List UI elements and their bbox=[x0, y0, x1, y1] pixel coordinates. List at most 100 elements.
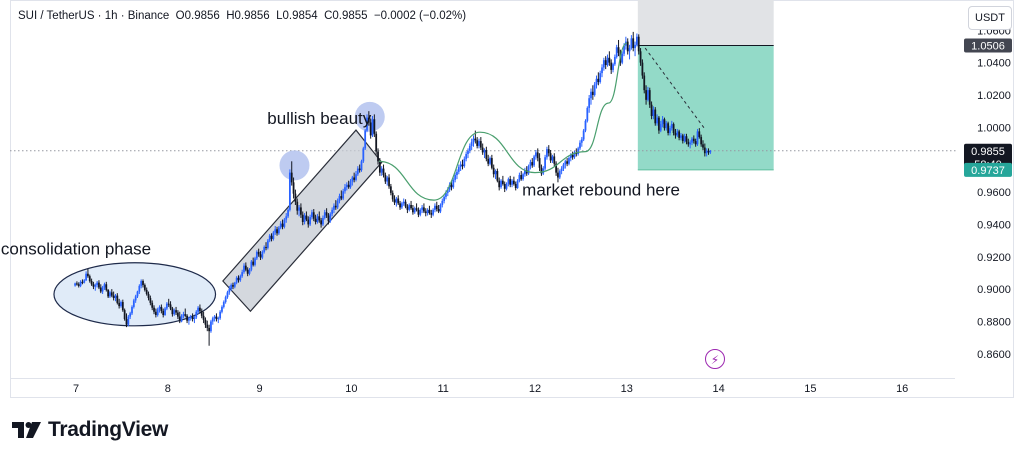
candle-body-8 bbox=[88, 276, 91, 282]
candle-body-213 bbox=[465, 154, 468, 159]
candle-body-203 bbox=[446, 189, 449, 193]
candle-body-275 bbox=[579, 142, 581, 149]
candle-body-7 bbox=[87, 273, 89, 277]
candle-body-257 bbox=[546, 149, 548, 158]
candle-body-316 bbox=[654, 109, 657, 124]
candle-body-91 bbox=[241, 272, 244, 277]
candle-body-38 bbox=[143, 285, 146, 290]
candle-body-15 bbox=[101, 287, 104, 292]
candle-body-123 bbox=[300, 207, 302, 215]
candle-body-168 bbox=[382, 168, 385, 176]
candle-body-302 bbox=[628, 48, 631, 52]
candle-body-84 bbox=[228, 289, 231, 293]
candle-body-303 bbox=[630, 38, 633, 49]
candle-body-154 bbox=[356, 168, 359, 175]
candle-body-10 bbox=[92, 284, 95, 287]
candle-body-220 bbox=[478, 141, 480, 146]
y-tick-1: 1.0400 bbox=[977, 58, 1011, 70]
candle-body-65 bbox=[193, 317, 196, 320]
candle-body-252 bbox=[536, 152, 539, 159]
candle-body-335 bbox=[689, 142, 692, 145]
candle-body-267 bbox=[564, 161, 567, 165]
candle-body-341 bbox=[700, 137, 703, 145]
candle-body-262 bbox=[555, 163, 558, 173]
candle-body-324 bbox=[669, 128, 671, 133]
candle-body-27 bbox=[123, 310, 126, 320]
candle-body-114 bbox=[283, 219, 286, 227]
candle-body-215 bbox=[468, 145, 471, 151]
candle-body-107 bbox=[270, 235, 273, 239]
candle-body-70 bbox=[202, 315, 205, 320]
candle-body-201 bbox=[443, 196, 446, 201]
candle-body-212 bbox=[463, 158, 466, 167]
candle-body-179 bbox=[402, 201, 405, 204]
candle-body-293 bbox=[612, 64, 614, 70]
candle-body-288 bbox=[602, 60, 605, 68]
candle-body-208 bbox=[456, 171, 458, 176]
y-tick-3: 1.0000 bbox=[977, 122, 1011, 134]
candle-body-332 bbox=[683, 136, 686, 142]
candle-body-312 bbox=[647, 90, 649, 100]
candle-body-20 bbox=[110, 292, 113, 296]
symbol-title: SUI / TetherUS · 1h · Binance bbox=[18, 10, 170, 22]
candle-body-50 bbox=[165, 303, 168, 309]
candle-body-110 bbox=[276, 229, 278, 234]
candle-body-251 bbox=[535, 152, 537, 157]
highlight-circle-2 bbox=[354, 101, 385, 132]
candle-body-165 bbox=[377, 151, 379, 162]
candle-body-61 bbox=[186, 315, 188, 321]
candle-body-147 bbox=[344, 187, 346, 192]
candle-body-46 bbox=[158, 306, 161, 310]
price-label-bg-2 bbox=[964, 162, 1012, 177]
candle-body-228 bbox=[492, 167, 495, 175]
currency-button[interactable]: USDT bbox=[968, 6, 1012, 30]
candle-body-268 bbox=[566, 161, 569, 164]
candle-body-117 bbox=[288, 172, 291, 210]
candle-body-269 bbox=[568, 158, 570, 164]
candle-body-207 bbox=[454, 175, 457, 180]
candle-body-291 bbox=[608, 57, 611, 63]
candle-body-47 bbox=[160, 306, 163, 311]
candle-body-222 bbox=[481, 147, 484, 153]
y-tick-6: 0.9200 bbox=[977, 252, 1011, 264]
candle-body-39 bbox=[145, 289, 148, 294]
candle-body-79 bbox=[219, 311, 222, 319]
candle-body-134 bbox=[320, 220, 323, 225]
candle-body-264 bbox=[558, 171, 561, 178]
candle-body-68 bbox=[199, 307, 201, 311]
candle-body-23 bbox=[116, 295, 119, 303]
candle-body-121 bbox=[296, 201, 299, 211]
candle-body-286 bbox=[599, 73, 602, 83]
candle-body-87 bbox=[233, 282, 236, 287]
candle-body-6 bbox=[85, 273, 87, 281]
candle-body-14 bbox=[99, 287, 102, 292]
candle-body-230 bbox=[496, 171, 499, 181]
candle-body-226 bbox=[489, 158, 491, 164]
candle-body-153 bbox=[355, 174, 357, 180]
price-chart[interactable]: consolidation phase bullish beauty market … bbox=[0, 0, 1024, 400]
candle-body-75 bbox=[211, 318, 214, 322]
candle-body-124 bbox=[301, 214, 304, 222]
candle-body-219 bbox=[476, 140, 479, 146]
candle-body-185 bbox=[413, 208, 416, 213]
candle-body-81 bbox=[222, 302, 225, 307]
candle-body-106 bbox=[268, 235, 271, 241]
chart-frame[interactable]: consolidation phase bullish beauty market … bbox=[0, 0, 1024, 400]
y-tick-4: 0.9600 bbox=[977, 187, 1011, 199]
candle-body-57 bbox=[178, 316, 181, 322]
candle-body-86 bbox=[232, 285, 234, 287]
candle-body-200 bbox=[441, 200, 444, 205]
candle-body-235 bbox=[505, 183, 508, 189]
candle-body-21 bbox=[112, 295, 115, 299]
candle-body-261 bbox=[553, 156, 556, 164]
candle-body-277 bbox=[582, 130, 585, 140]
candle-body-131 bbox=[314, 218, 317, 222]
x-tick-5: 12 bbox=[529, 383, 541, 395]
candle-body-63 bbox=[189, 316, 192, 319]
candle-body-126 bbox=[305, 215, 308, 220]
candle-body-174 bbox=[393, 199, 396, 203]
candle-body-171 bbox=[388, 177, 390, 187]
lightning-bolt-icon[interactable]: ⚡ bbox=[705, 349, 725, 369]
close-value: 0.9855 bbox=[332, 10, 368, 22]
candle-body-298 bbox=[621, 53, 624, 63]
